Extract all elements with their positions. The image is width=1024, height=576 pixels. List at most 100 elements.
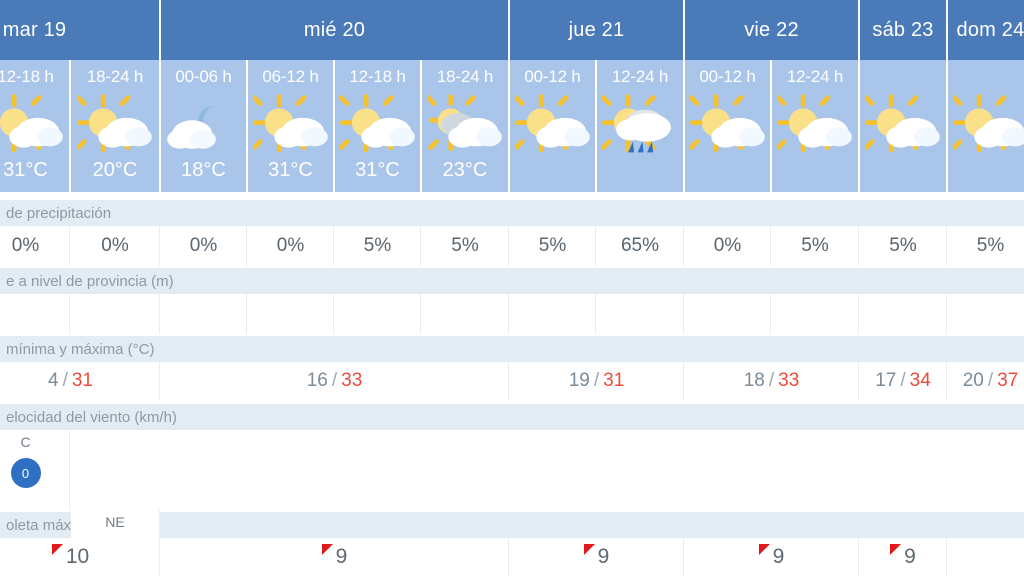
day-header-label: vie 22 xyxy=(744,18,799,41)
snow-cell-3 xyxy=(248,294,334,334)
temperature-cell-3: 18/33 xyxy=(685,362,859,400)
temperature-max: 31 xyxy=(603,370,625,391)
sun-cloud-icon xyxy=(77,94,152,153)
weather-icon-wrap xyxy=(948,92,1024,158)
precipitation-value: 5% xyxy=(538,235,567,256)
weather-icon-wrap xyxy=(248,92,333,158)
forecast-column-2[interactable]: 00-06 h 18°C xyxy=(161,60,247,192)
weather-icon-wrap xyxy=(71,92,159,158)
temperature-cell-1: 16/33 xyxy=(161,362,509,400)
precipitation-cell-10: 5% xyxy=(860,226,947,266)
period-label: 00-06 h xyxy=(175,67,232,86)
uv-cell-0: 10 xyxy=(0,538,160,576)
period-label: 00-12 h xyxy=(524,67,581,86)
forecast-column-0[interactable]: 12-18 h 31°C xyxy=(0,60,70,192)
weather-icon-wrap xyxy=(860,92,946,158)
rain-sun-icon xyxy=(602,94,671,153)
temperature-max: 33 xyxy=(778,370,800,391)
precipitation-value: 0% xyxy=(101,235,129,256)
sun-cloud-icon xyxy=(339,94,415,153)
temperature-min: 20 xyxy=(962,370,984,391)
temperature-separator: / xyxy=(900,370,906,391)
weather-icon-wrap xyxy=(510,92,595,158)
precipitation-label: de precipitación xyxy=(0,200,1024,226)
weather-icon-wrap xyxy=(772,92,858,158)
wind-label: elocidad del viento (km/h) xyxy=(0,404,1024,430)
temperature-max: 37 xyxy=(997,370,1019,391)
temperature-value: 18°C xyxy=(181,159,226,181)
forecast-column-6[interactable]: 00-12 h xyxy=(510,60,596,192)
forecast-column-7[interactable]: 12-24 h xyxy=(597,60,684,192)
day-header-3: vie 22 xyxy=(685,0,859,60)
sun-cloud-icon xyxy=(0,94,63,153)
day-header-label: jue 21 xyxy=(568,18,625,41)
snow-cell-1 xyxy=(71,294,160,334)
snow-label-text: e a nivel de provincia (m) xyxy=(6,272,174,290)
precipitation-label-text: de precipitación xyxy=(6,204,112,222)
precipitation-value: 5% xyxy=(801,235,829,256)
temperature-max: 34 xyxy=(909,370,931,391)
snow-cell-9 xyxy=(772,294,859,334)
period-label: 12-24 h xyxy=(786,67,844,86)
period-label: 00-12 h xyxy=(699,67,756,86)
uv-flag-icon xyxy=(321,544,333,555)
temperature-separator: / xyxy=(987,370,994,391)
uv-value: 9 xyxy=(904,545,916,568)
temperature-separator: / xyxy=(331,370,338,391)
uv-flag-icon xyxy=(51,544,63,555)
forecast-column-5[interactable]: 18-24 h 23°C xyxy=(422,60,509,192)
snow-cell-0 xyxy=(0,294,70,334)
temperature-max: 31 xyxy=(71,370,93,391)
uv-cell-3: 9 xyxy=(685,538,859,576)
forecast-column-4[interactable]: 12-18 h 31°C xyxy=(335,60,421,192)
snow-cell-2 xyxy=(161,294,247,334)
temperature-max: 33 xyxy=(341,370,363,391)
uv-label: oleta máximo xyxy=(0,512,1024,538)
snow-cell-7 xyxy=(597,294,684,334)
temperature-cell-4: 17/34 xyxy=(860,362,947,400)
precipitation-cell-2: 0% xyxy=(161,226,247,266)
forecast-column-8[interactable]: 00-12 h xyxy=(685,60,771,192)
weather-icon-wrap xyxy=(422,92,508,158)
snow-label: e a nivel de provincia (m) xyxy=(0,268,1024,294)
forecast-column-3[interactable]: 06-12 h 31°C xyxy=(248,60,334,192)
cloud-sun-grey-icon xyxy=(427,94,502,152)
temperature-value: 20°C xyxy=(92,159,138,181)
precipitation-cell-11: 5% xyxy=(948,226,1024,266)
uv-value: 9 xyxy=(772,545,785,568)
period-label: 12-18 h xyxy=(349,67,406,86)
temperature-min: 17 xyxy=(875,370,897,391)
temperature-value: 31°C xyxy=(355,159,400,181)
forecast-column-9[interactable]: 12-24 h xyxy=(772,60,859,192)
snow-cell-5 xyxy=(422,294,509,334)
uv-flag-icon xyxy=(890,544,902,555)
sun-cloud-icon xyxy=(514,94,590,153)
temperature-cell-5: 20/37 xyxy=(948,362,1024,400)
uv-flag-icon xyxy=(583,544,595,555)
precipitation-value: 5% xyxy=(976,235,1005,256)
snow-cell-11 xyxy=(948,294,1024,334)
precipitation-value: 5% xyxy=(363,235,392,256)
forecast-column-11[interactable] xyxy=(948,60,1024,192)
precipitation-cell-1: 0% xyxy=(71,226,160,266)
uv-cell-1: 9 xyxy=(161,538,509,576)
period-label xyxy=(948,60,1024,67)
precipitation-cell-4: 5% xyxy=(335,226,421,266)
precipitation-value: 0% xyxy=(11,235,40,256)
day-header-4: sáb 23 xyxy=(860,0,947,60)
snow-cell-10 xyxy=(860,294,947,334)
forecast-column-1[interactable]: 18-24 h 20°C xyxy=(71,60,160,192)
wind-direction: NE xyxy=(105,514,125,530)
temperature-value: 31°C xyxy=(3,159,48,181)
precipitation-cell-9: 5% xyxy=(772,226,859,266)
temperature-separator: / xyxy=(768,370,775,391)
moon-cloud-icon xyxy=(166,101,218,149)
temperature-cell-2: 19/31 xyxy=(510,362,684,400)
sun-cloud-icon xyxy=(865,94,940,153)
temperature-value: 23°C xyxy=(442,159,488,181)
uv-cell-5 xyxy=(948,538,1024,576)
period-label: 18-24 h xyxy=(436,67,494,86)
period-label: 12-24 h xyxy=(611,67,669,86)
forecast-column-10[interactable] xyxy=(860,60,947,192)
precipitation-value: 0% xyxy=(276,235,305,256)
